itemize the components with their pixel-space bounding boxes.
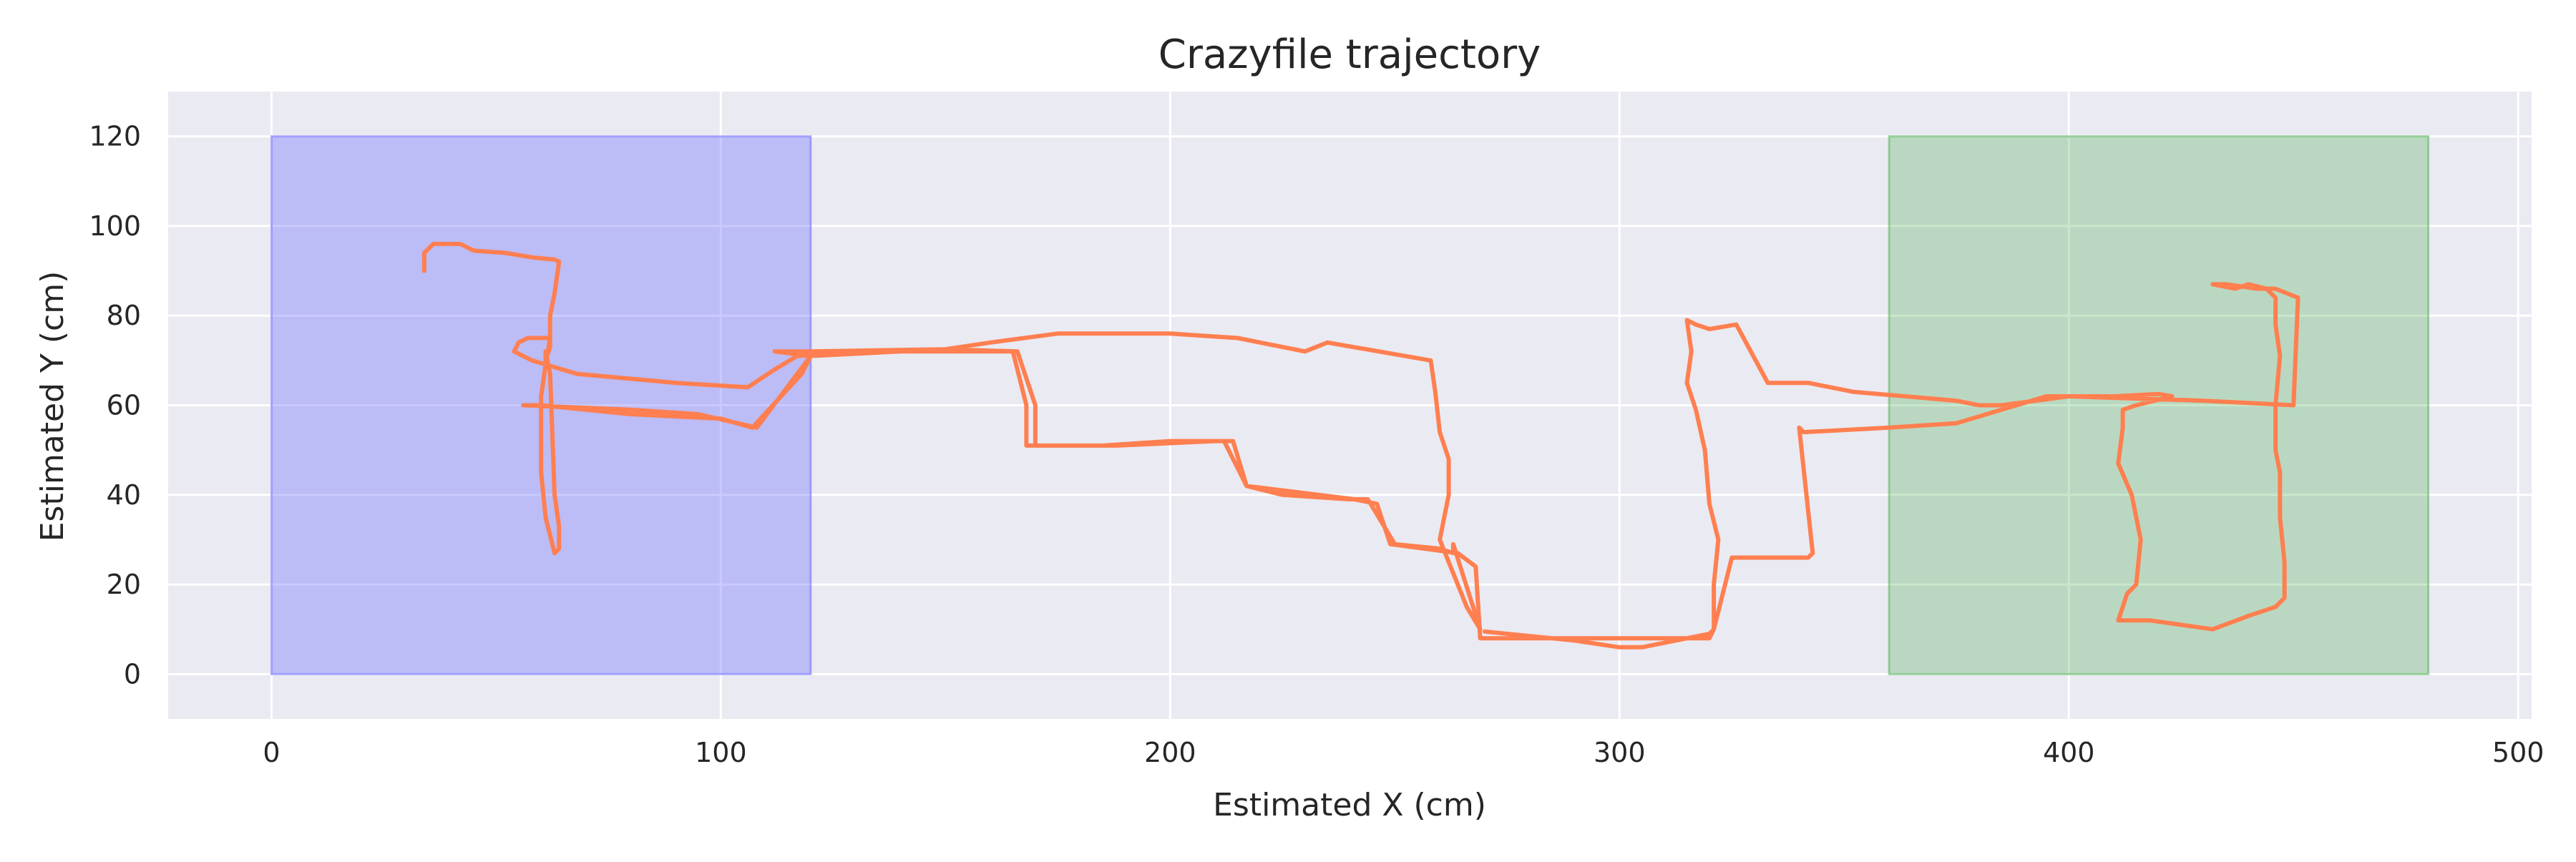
y-axis-label: Estimated Y (cm): [34, 271, 71, 542]
y-tick-label: 60: [107, 390, 141, 421]
x-tick-label: 500: [2492, 737, 2545, 768]
trajectory-line: [421, 242, 2301, 650]
y-tick-label: 40: [107, 479, 141, 511]
x-tick-label: 100: [695, 737, 747, 768]
x-axis-label: Estimated X (cm): [1213, 787, 1486, 823]
y-tick-label: 100: [89, 210, 141, 242]
y-tick-label: 120: [89, 121, 141, 152]
y-tick-label: 80: [107, 300, 141, 331]
x-tick-label: 300: [1594, 737, 1646, 768]
x-tick-label: 200: [1144, 737, 1196, 768]
y-tick-label: 0: [124, 658, 141, 690]
y-tick-label: 20: [107, 569, 141, 600]
chart-title: Crazyfile trajectory: [1158, 31, 1541, 78]
x-tick-label: 0: [263, 737, 280, 768]
x-tick-label: 400: [2043, 737, 2095, 768]
